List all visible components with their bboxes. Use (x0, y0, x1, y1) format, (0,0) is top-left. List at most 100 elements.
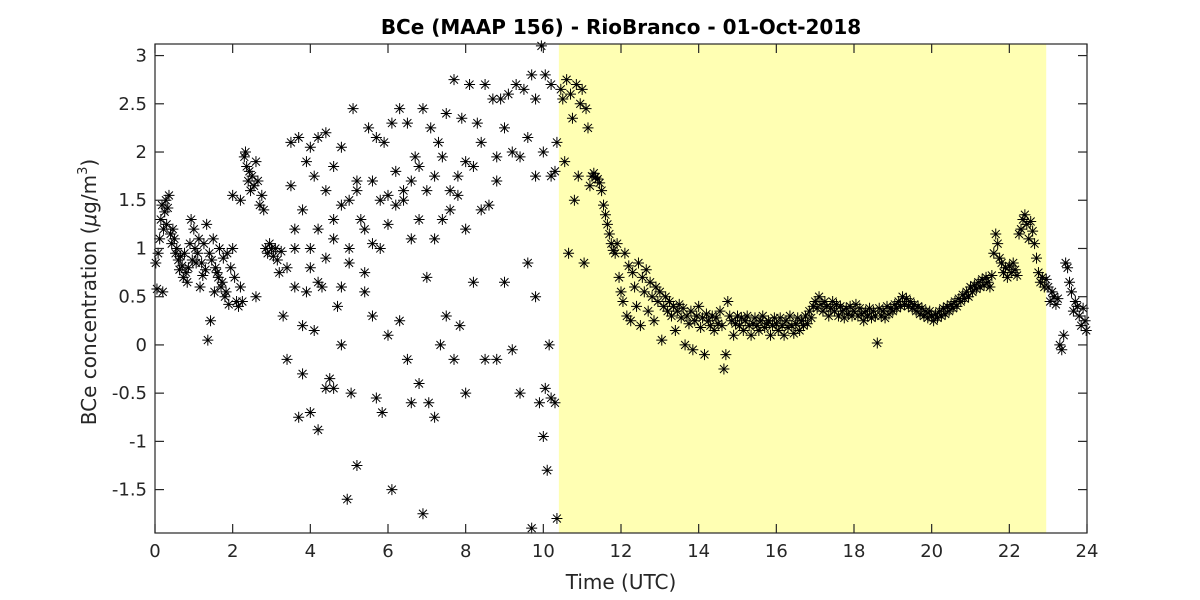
data-point (745, 329, 757, 341)
data-point (297, 204, 309, 216)
data-point (289, 242, 301, 254)
data-point (667, 300, 679, 312)
data-point (1040, 273, 1052, 285)
data-point (545, 79, 557, 91)
y-axis-label-unit: g/m (77, 175, 101, 214)
data-point (452, 170, 464, 182)
data-point (881, 300, 893, 312)
data-point (376, 406, 388, 418)
x-tick-label: 14 (687, 541, 710, 562)
data-point (664, 296, 676, 308)
data-point (912, 300, 924, 312)
data-point (440, 310, 452, 322)
data-point (421, 185, 433, 197)
data-point (1075, 320, 1087, 332)
data-point (460, 223, 472, 235)
data-point (526, 69, 538, 81)
data-point (904, 296, 916, 308)
data-point (425, 122, 437, 134)
chart-title: BCe (MAAP 156) - RioBranco - 01-Oct-2018 (381, 15, 861, 39)
data-point (345, 387, 357, 399)
y-tick-label: 2 (136, 142, 147, 163)
data-point (1079, 315, 1091, 327)
data-point (201, 218, 213, 230)
data-point (582, 122, 594, 134)
data-point (363, 122, 375, 134)
data-point (1073, 310, 1085, 322)
data-point (561, 74, 573, 86)
data-point (151, 283, 163, 295)
data-point (471, 117, 483, 129)
data-point (479, 79, 491, 91)
data-point (167, 223, 179, 235)
data-point (170, 247, 182, 259)
x-tick-label: 4 (305, 541, 316, 562)
data-point (599, 209, 611, 221)
data-point (165, 228, 177, 240)
data-point (409, 151, 421, 163)
data-point (1005, 267, 1017, 279)
data-point (609, 247, 621, 259)
data-point (1036, 271, 1048, 283)
data-point (683, 318, 695, 330)
data-point (179, 247, 191, 259)
data-point (545, 392, 557, 404)
data-point (300, 156, 312, 168)
data-point (1023, 233, 1035, 245)
data-point (968, 279, 980, 291)
data-point (202, 334, 214, 346)
data-point (308, 324, 320, 336)
data-point (154, 233, 166, 245)
data-point (475, 204, 487, 216)
data-point (250, 291, 262, 303)
data-point (801, 318, 813, 330)
data-point (374, 242, 386, 254)
data-point (675, 312, 687, 324)
data-point (634, 320, 646, 332)
y-axis-label-main: BCe concentration ( (77, 227, 101, 426)
data-point (180, 267, 192, 279)
data-point (289, 223, 301, 235)
data-point (844, 300, 856, 312)
data-point (671, 305, 683, 317)
data-point (741, 310, 753, 322)
data-point (522, 257, 534, 269)
data-point (506, 146, 518, 158)
data-point (537, 146, 549, 158)
data-point (832, 310, 844, 322)
data-point (456, 112, 468, 124)
data-point (897, 291, 909, 303)
data-point (916, 302, 928, 314)
plot-area (150, 40, 1092, 534)
data-point (825, 302, 837, 314)
data-point (856, 308, 868, 320)
data-point (1056, 344, 1068, 356)
data-point (207, 233, 219, 245)
data-point (617, 296, 629, 308)
data-point (862, 310, 874, 322)
data-point (156, 199, 168, 211)
data-point (631, 300, 643, 312)
data-point (181, 276, 193, 288)
data-point (491, 175, 503, 187)
data-point (176, 260, 188, 272)
data-point (650, 281, 662, 293)
x-tick-label: 8 (460, 541, 471, 562)
data-point (834, 300, 846, 312)
data-point (1017, 214, 1029, 226)
data-point (347, 103, 359, 115)
data-point (248, 180, 260, 192)
data-point (429, 411, 441, 423)
x-tick-label: 18 (843, 541, 866, 562)
data-point (1025, 215, 1037, 227)
data-point (162, 202, 174, 214)
data-point (895, 300, 907, 312)
data-point (163, 189, 175, 201)
data-point (359, 286, 371, 298)
data-point (796, 315, 808, 327)
data-point (831, 298, 843, 310)
data-point (158, 223, 170, 235)
data-point (254, 199, 266, 211)
data-point (343, 242, 355, 254)
